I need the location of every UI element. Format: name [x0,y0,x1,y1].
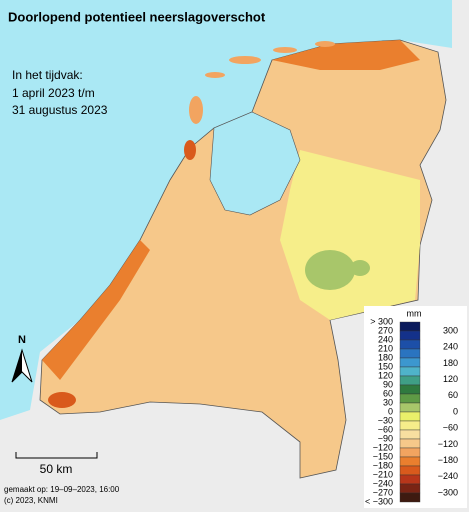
legend-swatch [399,375,421,386]
island [315,41,335,47]
legend-tick: 180 [443,358,458,368]
legend-swatch [399,411,421,422]
legend-bound: −150 [373,451,393,461]
legend-swatch [399,465,421,476]
region-green [305,250,355,290]
legend-bound: 90 [383,379,393,389]
credit: gemaakt op: 19–09–2023, 16:00 [4,485,120,494]
region-east [280,150,420,320]
legend-swatch [399,456,421,467]
legend-swatch [399,357,421,368]
north-arrow [12,350,22,382]
legend-bound: 180 [378,352,393,362]
north-label: N [18,334,26,346]
island [229,56,261,64]
legend-bound: −270 [373,487,393,497]
legend-swatch [399,339,421,350]
legend-bound: −210 [373,469,393,479]
legend: > 3002702402101801501209060300−30−60−90−… [365,316,458,506]
legend-bound: 60 [383,388,393,398]
region-red [184,140,196,160]
legend-bound: −30 [378,415,393,425]
legend-tick: 0 [453,406,458,416]
legend-swatch [399,420,421,431]
legend-bound: < −300 [365,496,393,506]
legend-tick: 60 [448,390,458,400]
legend-tick: −120 [438,439,458,449]
legend-swatch [399,438,421,449]
scale-bar [15,452,98,459]
legend-bound: 0 [388,406,393,416]
legend-bound: 240 [378,334,393,344]
legend-bound: 210 [378,343,393,353]
legend-tick: −180 [438,455,458,465]
legend-tick: 240 [443,342,458,352]
legend-swatch [399,366,421,377]
legend-swatch [399,330,421,341]
legend-bound: 270 [378,325,393,335]
legend-swatch [399,429,421,440]
region-north [272,40,420,70]
scale-label: 50 km [40,462,73,476]
title: Doorlopend potentieel neerslagoverschot [8,9,266,24]
period-end: 31 augustus 2023 [12,103,108,117]
legend-swatch [399,402,421,413]
legend-bound: −90 [378,433,393,443]
legend-tick: 120 [443,374,458,384]
legend-bound: −120 [373,442,393,452]
ijsselmeer [209,111,301,216]
legend-tick: −240 [438,471,458,481]
sea [0,0,452,420]
region-coast [42,240,150,380]
legend-bound: 30 [383,397,393,407]
legend-bound: −240 [373,478,393,488]
legend-swatch [399,447,421,458]
period-label: In het tijdvak: [12,68,83,82]
legend-bound: 150 [378,361,393,371]
legend-unit: mm [407,308,422,318]
legend-swatch [399,483,421,494]
region-red [48,392,76,408]
legend-swatch [399,474,421,485]
island [273,47,297,53]
legend-bound: −60 [378,424,393,434]
legend-swatch [399,492,421,503]
legend-swatch [399,321,421,332]
legend-bound: > 300 [370,316,393,326]
legend-tick: 300 [443,325,458,335]
period-start: 1 april 2023 t/m [12,86,95,100]
credit: (c) 2023, KNMI [4,496,58,505]
island [205,72,225,78]
legend-bound: −180 [373,460,393,470]
legend-tick: −60 [443,423,458,433]
legend-swatch [399,348,421,359]
legend-bound: 120 [378,370,393,380]
legend-swatch [399,384,421,395]
legend-tick: −300 [438,487,458,497]
island [189,96,203,124]
region-green [350,260,370,276]
legend-swatch [399,393,421,404]
